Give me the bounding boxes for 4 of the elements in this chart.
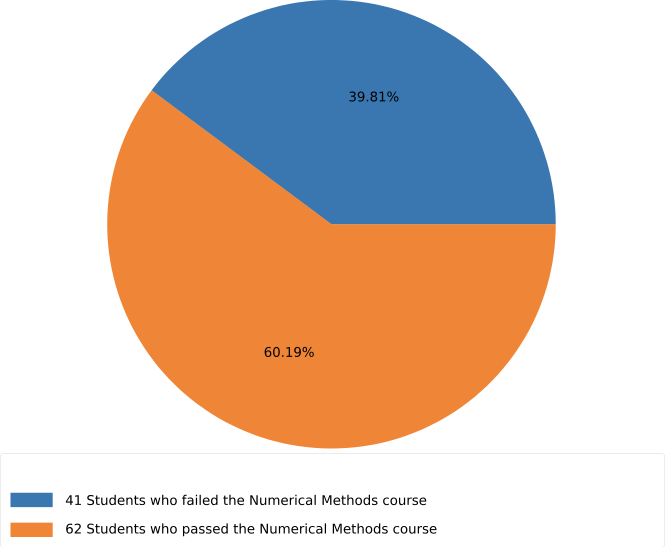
legend-label: 62 Students who passed the Numerical Methods course [66, 523, 436, 536]
legend-label: 41 Students who failed the Numerical Methods course [66, 494, 426, 505]
data-label: 60.19% [264, 346, 314, 357]
data-label: 39.81% [349, 91, 398, 102]
